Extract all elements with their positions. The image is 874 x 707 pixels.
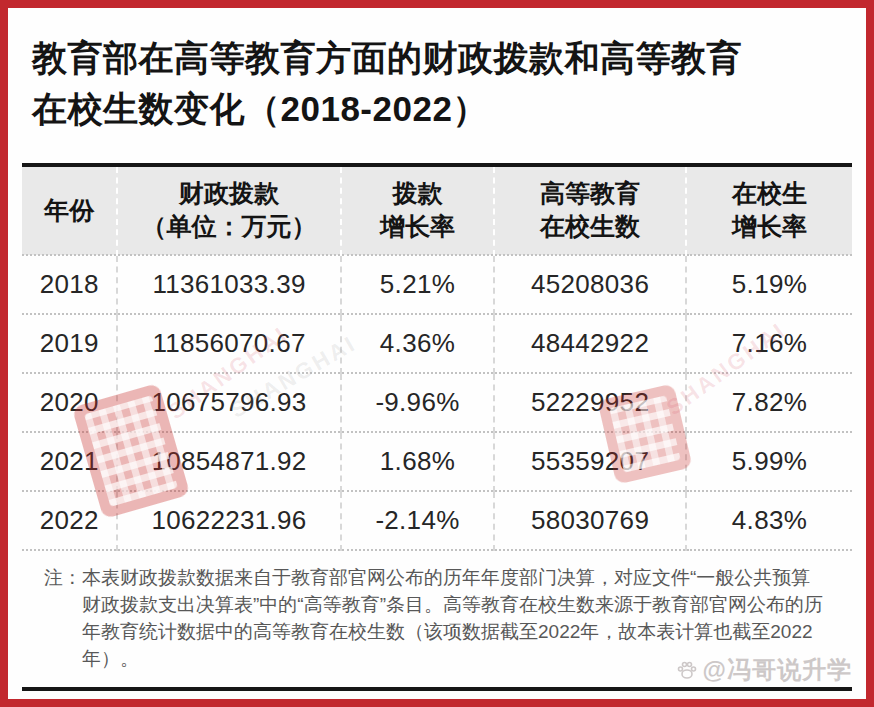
table-row-2018: 2018 11361033.39 5.21% 45208036 5.19% [22, 255, 852, 314]
title-line-1: 教育部在高等教育方面的财政拨款和高等教育 [32, 38, 742, 77]
cell-funding: 11856070.67 [117, 314, 340, 373]
cell-funding: 11361033.39 [117, 255, 340, 314]
table-row-2021: 2021 10854871.92 1.68% 55359207 5.99% [22, 432, 852, 491]
cell-enrollment: 58030769 [494, 491, 686, 550]
infographic-card: 教育部在高等教育方面的财政拨款和高等教育 在校生数变化（2018-2022） 年… [0, 0, 874, 707]
cell-enrollment-growth: 7.16% [686, 314, 852, 373]
header-funding-growth-line2: 增长率 [380, 212, 455, 240]
cell-year: 2021 [22, 432, 117, 491]
header-enrollment-growth-line2: 增长率 [732, 212, 807, 240]
cell-funding-growth: -2.14% [341, 491, 495, 550]
cell-enrollment: 55359207 [494, 432, 686, 491]
cell-funding: 10675796.93 [117, 373, 340, 432]
table-row-2022: 2022 10622231.96 -2.14% 58030769 4.83% [22, 491, 852, 550]
header-year: 年份 [22, 167, 117, 255]
cell-year: 2020 [22, 373, 117, 432]
header-funding-growth-line1: 拨款 [392, 179, 442, 207]
table-header: 年份 财政拨款 （单位：万元） 拨款 增长率 高等教育 在校生数 [22, 167, 852, 255]
footnote-label: 注： [44, 565, 82, 673]
header-year-label: 年份 [44, 196, 94, 224]
cell-funding-growth: 4.36% [341, 314, 495, 373]
table-header-row: 年份 财政拨款 （单位：万元） 拨款 增长率 高等教育 在校生数 [22, 167, 852, 255]
header-enrollment-growth: 在校生 增长率 [686, 167, 852, 255]
cell-enrollment-growth: 5.99% [686, 432, 852, 491]
credit-handle: @冯哥说升学 [703, 654, 852, 686]
cell-enrollment: 45208036 [494, 255, 686, 314]
header-enrollment-growth-line1: 在校生 [732, 179, 807, 207]
header-funding-line1: 财政拨款 [179, 179, 279, 207]
credit-watermark: @冯哥说升学 [675, 654, 852, 686]
cell-funding: 10854871.92 [117, 432, 340, 491]
cell-enrollment: 52229952 [494, 373, 686, 432]
cell-enrollment-growth: 4.83% [686, 491, 852, 550]
data-table-container: 年份 财政拨款 （单位：万元） 拨款 增长率 高等教育 在校生数 [22, 163, 852, 551]
paw-icon [675, 658, 699, 682]
cell-funding-growth: 5.21% [341, 255, 495, 314]
cell-funding: 10622231.96 [117, 491, 340, 550]
header-funding: 财政拨款 （单位：万元） [117, 167, 340, 255]
cell-year: 2019 [22, 314, 117, 373]
cell-enrollment-growth: 7.82% [686, 373, 852, 432]
cell-year: 2022 [22, 491, 117, 550]
funding-enrollment-table: 年份 财政拨款 （单位：万元） 拨款 增长率 高等教育 在校生数 [22, 167, 852, 551]
header-enrollment-line2: 在校生数 [540, 212, 640, 240]
cell-enrollment: 48442922 [494, 314, 686, 373]
header-funding-growth: 拨款 增长率 [341, 167, 495, 255]
header-enrollment: 高等教育 在校生数 [494, 167, 686, 255]
bottom-rule [22, 687, 852, 691]
table-row-2019: 2019 11856070.67 4.36% 48442922 7.16% [22, 314, 852, 373]
table-body: 2018 11361033.39 5.21% 45208036 5.19% 20… [22, 255, 852, 550]
title-line-2: 在校生数变化（2018-2022） [32, 89, 488, 128]
header-enrollment-line1: 高等教育 [540, 179, 640, 207]
cell-year: 2018 [22, 255, 117, 314]
page-title: 教育部在高等教育方面的财政拨款和高等教育 在校生数变化（2018-2022） [32, 32, 842, 135]
cell-enrollment-growth: 5.19% [686, 255, 852, 314]
cell-funding-growth: -9.96% [341, 373, 495, 432]
cell-funding-growth: 1.68% [341, 432, 495, 491]
table-row-2020: 2020 10675796.93 -9.96% 52229952 7.82% [22, 373, 852, 432]
header-funding-line2: （单位：万元） [142, 212, 317, 240]
